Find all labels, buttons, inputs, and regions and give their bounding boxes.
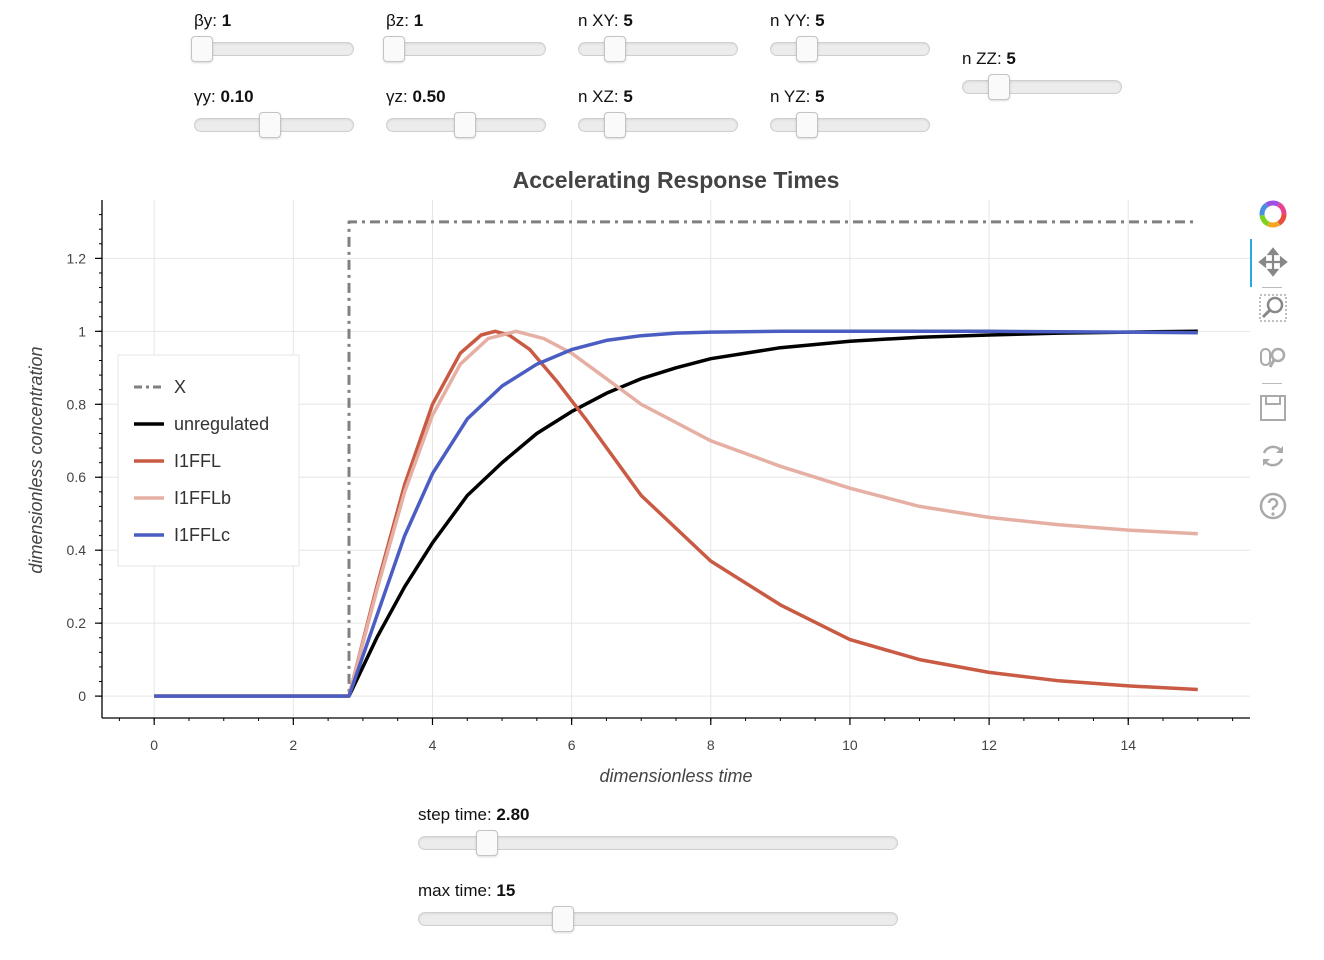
y-tick-label: 0.4 bbox=[67, 542, 87, 558]
n-zz-handle[interactable] bbox=[987, 74, 1010, 100]
wheel-zoom-icon[interactable] bbox=[1258, 343, 1288, 373]
gamma-z-value: 0.50 bbox=[412, 87, 446, 106]
gamma-z-handle[interactable] bbox=[454, 112, 477, 138]
x-tick-label: 12 bbox=[981, 737, 997, 753]
gamma-y-track[interactable] bbox=[194, 112, 354, 138]
beta-y-handle[interactable] bbox=[191, 36, 214, 62]
step-time-handle[interactable] bbox=[475, 830, 498, 856]
n-yy-value: 5 bbox=[815, 11, 825, 30]
series-line-i1fflb bbox=[154, 329, 1198, 698]
step-time-value: 2.80 bbox=[496, 805, 530, 824]
max-time-slider[interactable]: max time: 15 bbox=[418, 881, 898, 932]
beta-y-value: 1 bbox=[221, 11, 232, 30]
n-yy-handle[interactable] bbox=[795, 36, 818, 62]
step-time-slider[interactable]: step time: 2.80 bbox=[418, 805, 898, 856]
beta-z-label: βz: 1 bbox=[386, 11, 424, 30]
x-axis-label: dimensionless time bbox=[599, 766, 752, 786]
x-tick-label: 6 bbox=[568, 737, 576, 753]
max-time-label: max time: 15 bbox=[418, 881, 516, 900]
beta-z-handle[interactable] bbox=[383, 36, 406, 62]
save-icon[interactable] bbox=[1258, 393, 1288, 423]
n-xy-value: 5 bbox=[623, 11, 633, 30]
beta-y-slider[interactable]: βy: 1 bbox=[191, 11, 354, 62]
response-times-plot[interactable]: Accelerating Response Times 0 2 4 6 8 10 12 140… bbox=[0, 160, 1250, 795]
beta-y-track[interactable] bbox=[191, 36, 354, 62]
beta-z-track[interactable] bbox=[383, 36, 546, 62]
n-xz-value: 5 bbox=[623, 87, 633, 106]
series-line-x bbox=[154, 220, 1198, 698]
series-line-unregulated bbox=[154, 329, 1198, 698]
y-tick-label: 1 bbox=[78, 323, 86, 339]
n-yz-slider[interactable]: n YZ: 5 bbox=[770, 87, 930, 138]
n-xy-track[interactable] bbox=[578, 36, 738, 62]
n-xy-handle[interactable] bbox=[603, 36, 626, 62]
legend-label: I1FFLb bbox=[174, 488, 231, 508]
gamma-z-slider[interactable]: γz: 0.50 bbox=[386, 87, 546, 138]
legend-label: I1FFL bbox=[174, 451, 221, 471]
n-xz-track[interactable] bbox=[578, 112, 738, 138]
n-xz-handle[interactable] bbox=[603, 112, 626, 138]
box-zoom-icon[interactable] bbox=[1258, 293, 1288, 323]
y-tick-label: 1.2 bbox=[67, 250, 87, 266]
gamma-y-handle[interactable] bbox=[259, 112, 282, 138]
n-zz-label: n ZZ: 5 bbox=[962, 49, 1016, 68]
x-tick-label: 14 bbox=[1120, 737, 1136, 753]
n-yy-track[interactable] bbox=[770, 36, 930, 62]
beta-z-value: 1 bbox=[413, 11, 424, 30]
gamma-y-label: γy: 0.10 bbox=[194, 87, 254, 106]
n-xz-label: n XZ: 5 bbox=[578, 87, 633, 106]
n-zz-slider[interactable]: n ZZ: 5 bbox=[962, 49, 1122, 100]
max-time-track[interactable] bbox=[418, 906, 898, 932]
n-yz-handle[interactable] bbox=[795, 112, 818, 138]
n-zz-value: 5 bbox=[1006, 49, 1016, 68]
x-tick-label: 4 bbox=[429, 737, 437, 753]
legend-label: unregulated bbox=[174, 414, 269, 434]
x-tick-label: 2 bbox=[289, 737, 297, 753]
toolbar-separator bbox=[1262, 383, 1282, 384]
n-yz-label: n YZ: 5 bbox=[770, 87, 825, 106]
n-xy-slider[interactable]: n XY: 5 bbox=[578, 11, 738, 62]
beta-z-slider[interactable]: βz: 1 bbox=[383, 11, 546, 62]
y-axis-label: dimensionless concentration bbox=[26, 346, 46, 573]
n-yz-track[interactable] bbox=[770, 112, 930, 138]
reset-icon[interactable] bbox=[1258, 441, 1288, 471]
bokeh-logo-icon[interactable] bbox=[1258, 199, 1288, 229]
n-xz-slider[interactable]: n XZ: 5 bbox=[578, 87, 738, 138]
active-tool-indicator bbox=[1250, 239, 1252, 287]
gamma-z-track[interactable] bbox=[386, 112, 546, 138]
y-tick-label: 0.8 bbox=[67, 396, 87, 412]
legend-label: I1FFLc bbox=[174, 525, 230, 545]
gamma-y-value: 0.10 bbox=[220, 87, 254, 106]
chart-title: Accelerating Response Times bbox=[513, 167, 840, 193]
gamma-y-slider[interactable]: γy: 0.10 bbox=[194, 87, 354, 138]
x-tick-label: 0 bbox=[150, 737, 158, 753]
n-xy-label: n XY: 5 bbox=[578, 11, 633, 30]
n-yy-slider[interactable]: n YY: 5 bbox=[770, 11, 930, 62]
toolbar-separator bbox=[1262, 287, 1282, 288]
n-yy-label: n YY: 5 bbox=[770, 11, 825, 30]
n-zz-track[interactable] bbox=[962, 74, 1122, 100]
gamma-z-label: γz: 0.50 bbox=[386, 87, 446, 106]
y-tick-label: 0 bbox=[78, 688, 86, 704]
help-icon[interactable] bbox=[1258, 491, 1288, 521]
series-line-i1fflc bbox=[154, 329, 1198, 698]
legend-label: X bbox=[174, 377, 186, 397]
n-yz-value: 5 bbox=[815, 87, 825, 106]
step-time-label: step time: 2.80 bbox=[418, 805, 530, 824]
series-lines bbox=[154, 220, 1198, 698]
axes: 0 2 4 6 8 10 12 14 0 0.2 0.4 0.6 0.8 1 1.2 bbox=[67, 200, 1250, 753]
max-time-handle[interactable] bbox=[552, 906, 575, 932]
max-time-value: 15 bbox=[496, 881, 516, 900]
step-time-track[interactable] bbox=[418, 830, 898, 856]
x-tick-label: 10 bbox=[842, 737, 858, 753]
x-tick-label: 8 bbox=[707, 737, 715, 753]
series-line-i1ffl bbox=[154, 329, 1198, 698]
pan-icon[interactable] bbox=[1258, 247, 1288, 277]
beta-y-label: βy: 1 bbox=[194, 11, 232, 30]
y-tick-label: 0.6 bbox=[67, 469, 87, 485]
y-tick-label: 0.2 bbox=[67, 615, 87, 631]
